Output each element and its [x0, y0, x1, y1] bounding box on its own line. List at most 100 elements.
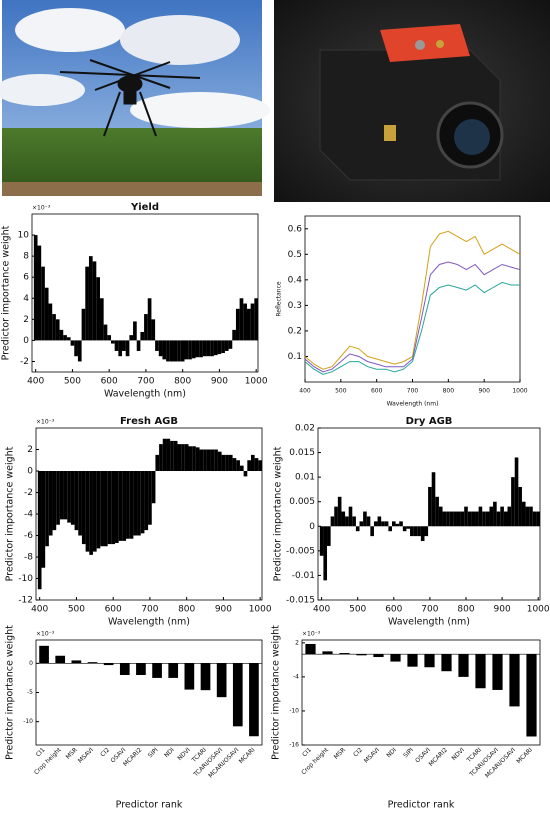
bar: [435, 496, 439, 527]
bar: [319, 526, 324, 556]
bar: [424, 654, 435, 668]
bar: [507, 506, 512, 527]
bar: [144, 314, 148, 341]
bar: [200, 663, 211, 691]
bar: [390, 654, 401, 662]
bar: [381, 521, 385, 527]
chart: -16 -10 -4 2×10⁻³ Predictor rank Predictor im…: [271, 625, 541, 811]
bar: [493, 501, 497, 527]
bar: [63, 471, 68, 520]
category-label: NDI: [163, 746, 176, 759]
bar: [92, 261, 97, 341]
category-label: NDVI: [176, 746, 192, 762]
bar: [446, 511, 450, 527]
x-tick-label: 900: [215, 605, 232, 615]
bar: [442, 511, 447, 527]
y-tick-label: 0.5: [288, 250, 302, 260]
bar: [206, 449, 211, 471]
bar: [471, 511, 476, 527]
bar: [63, 335, 67, 341]
x-tick-label: 700: [141, 605, 158, 615]
bar: [232, 663, 243, 727]
y-tick-label: 0.015: [289, 448, 315, 458]
x-tick-label: 1000: [245, 377, 268, 387]
bar: [96, 471, 101, 549]
axis-multiplier: ×10⁻³: [36, 419, 55, 426]
bar: [395, 523, 400, 527]
bar: [243, 303, 247, 341]
bar: [66, 337, 71, 341]
bar: [334, 506, 338, 527]
y-tick-label: 0.1: [288, 352, 302, 362]
bar: [37, 245, 42, 341]
bar: [503, 511, 508, 527]
bar: [41, 471, 46, 568]
bar: [59, 329, 64, 341]
bar: [39, 645, 49, 664]
chart: -12 -10 -8 -6 -4 -2 0 2 400 500 600 700 800 900 1000 Fr…: [5, 416, 272, 628]
bar: [55, 319, 60, 341]
bar: [184, 663, 195, 690]
x-tick-label: 400: [31, 605, 48, 615]
bar: [406, 526, 411, 529]
bar: [158, 340, 163, 357]
bar: [526, 654, 537, 737]
bar: [356, 654, 367, 656]
bar: [119, 663, 130, 675]
bar: [59, 471, 64, 520]
bar: [33, 235, 38, 341]
axis-multiplier: ×10⁻³: [302, 631, 321, 638]
bar: [370, 526, 374, 537]
bar: [232, 329, 236, 341]
bar: [111, 340, 115, 344]
x-tick-label: 800: [443, 388, 455, 395]
y-axis-label: Predictor importance weight: [1, 225, 12, 360]
bar: [217, 340, 222, 355]
x-tick-label: 500: [335, 388, 347, 395]
bar: [170, 440, 174, 471]
bar: [536, 511, 540, 527]
bar: [166, 438, 171, 471]
y-tick-label: 4: [23, 294, 29, 304]
bar: [52, 471, 57, 531]
bar: [70, 340, 75, 346]
bar: [214, 449, 218, 471]
x-axis-label: Wavelength (nm): [108, 617, 190, 628]
y-tick-label: 0.4: [288, 275, 303, 285]
bar: [74, 340, 78, 357]
y-tick-label: -0.005: [286, 546, 315, 556]
bar: [133, 321, 137, 341]
chart-title: Dry AGB: [406, 416, 453, 427]
bar: [37, 471, 42, 590]
bar: [148, 471, 152, 525]
bar: [45, 471, 49, 547]
bar: [48, 471, 53, 536]
bar: [467, 511, 472, 527]
y-tick-label: -10: [289, 707, 299, 714]
y-tick-label: -10: [23, 718, 33, 725]
bar: [107, 335, 112, 341]
bar: [407, 654, 418, 667]
bar: [420, 526, 425, 542]
y-tick-label: 2: [23, 315, 29, 325]
chart: -10 -5 0 ×10⁻³ Predictor rank Predictor impor…: [5, 625, 263, 811]
bar: [177, 340, 181, 362]
drone-photo: [0, 0, 270, 196]
bar: [206, 340, 211, 357]
bar: [199, 449, 204, 471]
bar: [144, 471, 149, 531]
category-label: NDVI: [450, 746, 466, 762]
chart-title: Fresh AGB: [120, 416, 178, 427]
category-label: CI1: [35, 746, 47, 758]
bar: [384, 521, 389, 527]
bar: [345, 516, 349, 527]
x-tick-label: 900: [478, 388, 490, 395]
bar: [188, 340, 192, 360]
bar: [424, 526, 429, 537]
category-label: MCARI2: [428, 746, 450, 768]
bar: [122, 340, 126, 351]
y-tick-label: -6: [24, 531, 33, 541]
bar: [258, 460, 262, 471]
bar: [221, 340, 225, 354]
